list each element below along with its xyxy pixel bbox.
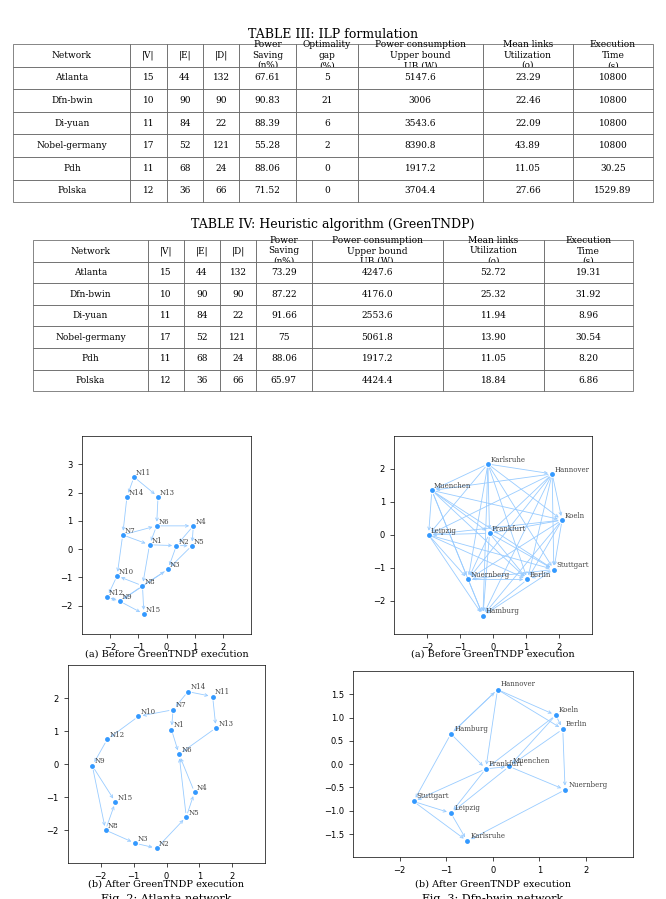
Text: Hannover: Hannover — [501, 681, 535, 689]
Text: Fig. 2: Atlanta network: Fig. 2: Atlanta network — [101, 894, 232, 899]
Text: (a) Before GreenTNDP execution: (a) Before GreenTNDP execution — [411, 650, 575, 659]
Text: Fig. 3: Dfn-bwin network: Fig. 3: Dfn-bwin network — [422, 894, 563, 899]
Text: N3: N3 — [170, 561, 180, 569]
Text: N11: N11 — [136, 469, 151, 477]
Text: N8: N8 — [108, 822, 119, 830]
Text: N7: N7 — [175, 701, 186, 709]
Text: N5: N5 — [194, 538, 204, 546]
Text: N5: N5 — [188, 808, 199, 816]
Text: (b) After GreenTNDP execution: (b) After GreenTNDP execution — [89, 879, 244, 888]
Text: Muenchen: Muenchen — [434, 482, 472, 490]
Text: Nuernberg: Nuernberg — [470, 571, 509, 579]
Text: N4: N4 — [197, 784, 207, 792]
Text: N3: N3 — [137, 835, 148, 843]
Text: Koeln: Koeln — [559, 706, 579, 714]
Text: (a) Before GreenTNDP execution: (a) Before GreenTNDP execution — [85, 650, 248, 659]
Text: N6: N6 — [181, 746, 192, 754]
Text: N10: N10 — [141, 708, 156, 716]
Text: Frankfurt: Frankfurt — [492, 525, 526, 533]
Text: (b) After GreenTNDP execution: (b) After GreenTNDP execution — [415, 879, 571, 888]
Text: N9: N9 — [95, 758, 105, 765]
Text: TABLE III: ILP formulation: TABLE III: ILP formulation — [248, 28, 418, 40]
Text: TABLE IV: Heuristic algorithm (GreenTNDP): TABLE IV: Heuristic algorithm (GreenTNDP… — [191, 218, 475, 230]
Text: Hannover: Hannover — [555, 466, 589, 474]
Text: N14: N14 — [190, 683, 205, 691]
Text: N8: N8 — [145, 578, 155, 586]
Text: N15: N15 — [146, 606, 161, 614]
Text: Stuttgart: Stuttgart — [417, 792, 450, 800]
Text: Stuttgart: Stuttgart — [556, 561, 589, 569]
Text: Karlsruhe: Karlsruhe — [470, 832, 505, 840]
Text: Berlin: Berlin — [566, 720, 587, 728]
Text: N4: N4 — [195, 518, 206, 526]
Text: N1: N1 — [174, 721, 184, 729]
Text: N12: N12 — [109, 589, 125, 597]
Text: N10: N10 — [119, 568, 134, 576]
Text: N9: N9 — [122, 593, 133, 601]
Text: Muenchen: Muenchen — [512, 757, 550, 765]
Text: Karlsruhe: Karlsruhe — [490, 456, 525, 464]
Text: Berlin: Berlin — [529, 571, 551, 579]
Text: Leipzig: Leipzig — [431, 527, 457, 535]
Text: N7: N7 — [125, 527, 135, 535]
Text: N1: N1 — [152, 537, 162, 545]
Text: N13: N13 — [160, 489, 175, 497]
Text: Nuernberg: Nuernberg — [568, 780, 607, 788]
Text: Frankfurt: Frankfurt — [489, 760, 523, 768]
Text: N14: N14 — [129, 489, 144, 497]
Text: N15: N15 — [118, 794, 133, 802]
Text: N13: N13 — [218, 719, 233, 727]
Text: N12: N12 — [109, 731, 125, 739]
Text: Hamburg: Hamburg — [454, 725, 488, 733]
Text: Leipzig: Leipzig — [454, 804, 480, 812]
Text: Koeln: Koeln — [564, 512, 585, 520]
Text: N2: N2 — [159, 840, 170, 848]
Text: Hamburg: Hamburg — [486, 608, 519, 615]
Text: N2: N2 — [178, 538, 189, 546]
Text: N11: N11 — [215, 689, 230, 696]
Text: N6: N6 — [159, 518, 169, 526]
